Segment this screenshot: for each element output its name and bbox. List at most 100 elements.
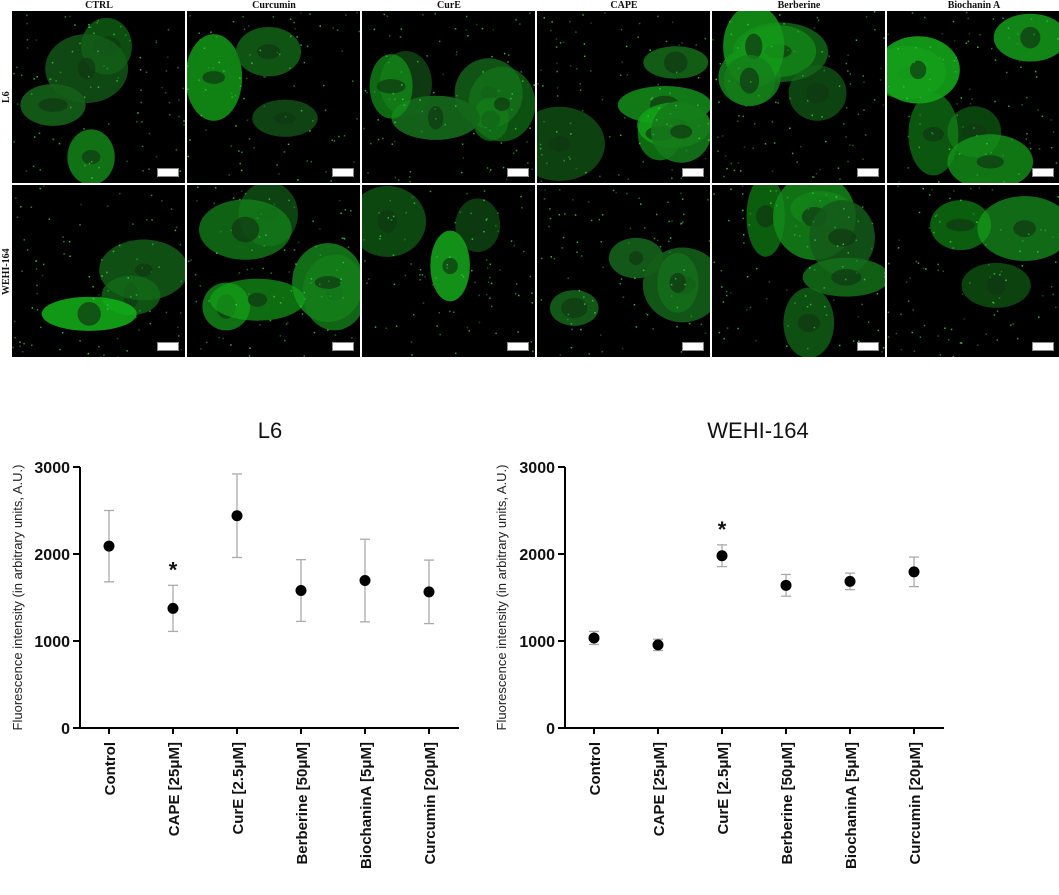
speckle (473, 132, 475, 135)
speckle (985, 243, 987, 246)
speckle (624, 117, 626, 119)
speckle (952, 20, 955, 23)
speckle (468, 330, 471, 332)
micrograph-tile (537, 185, 710, 357)
x-tick-label: CurE [2.5μM] (230, 742, 247, 835)
speckle (549, 208, 551, 210)
speckle (483, 199, 485, 202)
speckle (32, 165, 35, 168)
speckle (991, 47, 993, 50)
speckle (74, 24, 76, 26)
micrograph-tile (362, 185, 535, 357)
speckle (260, 213, 262, 215)
speckle (556, 95, 559, 97)
speckle (243, 28, 246, 31)
speckle (1003, 180, 1005, 183)
speckle (127, 277, 129, 279)
speckle (855, 259, 858, 262)
speckle (514, 292, 517, 295)
speckle (626, 74, 629, 76)
speckle (17, 103, 19, 105)
speckle (953, 40, 956, 42)
speckle (743, 242, 745, 244)
speckle (432, 284, 434, 286)
speckle (615, 191, 617, 194)
data-point (844, 575, 856, 587)
speckle (343, 135, 346, 137)
speckle (907, 300, 910, 302)
speckle (880, 67, 882, 70)
y-tick-label: 2000 (519, 547, 555, 564)
speckle (698, 125, 700, 127)
speckle (363, 127, 365, 130)
speckle (399, 36, 402, 38)
speckle (347, 246, 350, 248)
speckle (132, 223, 134, 225)
speckle (871, 222, 874, 225)
speckle (783, 23, 785, 25)
speckle (232, 20, 235, 23)
speckle (804, 295, 807, 297)
speckle (743, 146, 746, 148)
speckle (52, 138, 55, 141)
cell-nucleus (806, 83, 829, 104)
speckle (230, 344, 232, 346)
speckle (179, 243, 182, 246)
speckle (575, 167, 578, 170)
speckle (491, 55, 493, 58)
speckle (775, 190, 778, 192)
speckle (394, 98, 396, 101)
y-axis-label: Fluorescence intensity (in arbitrary uni… (10, 465, 25, 731)
speckle (619, 283, 621, 285)
speckle (976, 134, 978, 137)
speckle (208, 67, 210, 69)
speckle (746, 309, 748, 311)
speckle (809, 267, 811, 269)
y-tick-label: 1000 (519, 634, 555, 651)
speckle (161, 86, 163, 89)
speckle (150, 194, 153, 197)
speckle (155, 40, 158, 42)
speckle (311, 119, 314, 122)
speckle (389, 199, 392, 202)
speckle (913, 350, 916, 353)
speckle (704, 37, 707, 40)
speckle (13, 72, 15, 75)
y-tick-label: 2000 (34, 547, 70, 564)
speckle (239, 162, 242, 165)
speckle (88, 162, 91, 165)
speckle (223, 70, 225, 72)
speckle (164, 91, 167, 94)
speckle (1017, 33, 1019, 35)
speckle (1055, 162, 1058, 164)
speckle (531, 168, 533, 171)
speckle (411, 354, 413, 356)
speckle (373, 91, 376, 93)
speckle (960, 97, 962, 99)
speckle (403, 104, 406, 106)
speckle (13, 320, 16, 323)
speckle (507, 54, 510, 56)
speckle (248, 355, 251, 357)
speckle (912, 309, 914, 311)
cell-nucleus (428, 106, 444, 130)
speckle (520, 195, 522, 198)
speckle (248, 138, 251, 140)
speckle (410, 263, 412, 265)
speckle (466, 326, 469, 329)
speckle (548, 225, 550, 228)
speckle (638, 197, 640, 199)
speckle (644, 227, 646, 229)
speckle (35, 39, 38, 41)
speckle (1050, 119, 1053, 121)
speckle (723, 337, 725, 340)
speckle (194, 273, 197, 276)
speckle (681, 42, 683, 44)
speckle (688, 322, 691, 325)
speckle (728, 219, 730, 222)
speckle (882, 347, 885, 349)
speckle (231, 96, 233, 98)
speckle (913, 61, 916, 64)
speckle (680, 222, 683, 225)
data-point (780, 579, 792, 591)
